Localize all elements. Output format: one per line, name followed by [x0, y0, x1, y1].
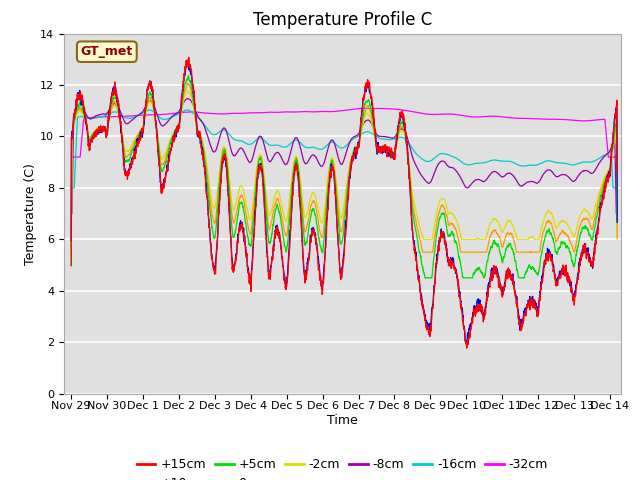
-2cm [314, 205, 322, 211]
+15cm [463, 345, 470, 351]
-2cm [74, 110, 81, 116]
+10cm [463, 341, 470, 347]
+10cm [183, 58, 191, 63]
+15cm [185, 54, 193, 60]
+10cm [67, 238, 75, 244]
-32cm [74, 154, 81, 160]
-32cm [613, 154, 621, 160]
0cm [241, 207, 249, 213]
X-axis label: Time: Time [327, 414, 358, 427]
-2cm [241, 197, 249, 203]
-16cm [74, 117, 81, 123]
-8cm [184, 96, 191, 102]
-32cm [241, 110, 249, 116]
-16cm [613, 185, 621, 191]
-8cm [582, 168, 589, 173]
+5cm [613, 219, 621, 225]
-2cm [582, 207, 589, 213]
-32cm [134, 112, 142, 118]
-8cm [134, 112, 142, 118]
+15cm [108, 91, 116, 97]
-16cm [241, 140, 249, 146]
+5cm [134, 135, 142, 141]
+5cm [421, 275, 429, 281]
Line: +15cm: +15cm [71, 57, 617, 348]
+10cm [582, 247, 589, 252]
Line: -16cm: -16cm [71, 110, 617, 188]
+15cm [582, 246, 589, 252]
+5cm [241, 218, 249, 224]
Line: -32cm: -32cm [71, 108, 617, 157]
0cm [74, 108, 81, 114]
-16cm [314, 146, 322, 152]
-32cm [108, 114, 116, 120]
-32cm [67, 154, 75, 160]
-32cm [582, 118, 589, 124]
+10cm [74, 95, 81, 101]
0cm [67, 249, 75, 255]
-8cm [314, 158, 322, 164]
-16cm [582, 159, 589, 165]
0cm [582, 216, 589, 222]
+15cm [134, 139, 142, 144]
-16cm [108, 109, 116, 115]
0cm [134, 132, 142, 138]
Title: Temperature Profile C: Temperature Profile C [253, 11, 432, 29]
-8cm [613, 211, 621, 216]
Text: GT_met: GT_met [81, 45, 133, 58]
-2cm [184, 88, 191, 94]
Line: -8cm: -8cm [71, 99, 617, 214]
Line: -2cm: -2cm [71, 91, 617, 240]
-2cm [134, 131, 142, 137]
-16cm [134, 113, 142, 119]
0cm [314, 215, 322, 221]
-8cm [241, 152, 249, 157]
-8cm [67, 211, 75, 216]
+5cm [74, 103, 81, 108]
+10cm [613, 219, 621, 225]
+10cm [241, 240, 249, 246]
+5cm [67, 263, 75, 268]
+5cm [582, 226, 589, 231]
0cm [184, 81, 191, 86]
+15cm [74, 91, 81, 97]
+15cm [613, 169, 621, 175]
-2cm [67, 237, 75, 242]
-8cm [108, 102, 116, 108]
Line: +5cm: +5cm [71, 76, 617, 278]
0cm [108, 103, 116, 109]
Line: 0cm: 0cm [71, 84, 617, 252]
0cm [613, 235, 621, 240]
+10cm [134, 139, 142, 144]
+15cm [67, 263, 75, 268]
+15cm [314, 259, 322, 265]
-8cm [74, 107, 81, 113]
-2cm [613, 237, 621, 242]
+5cm [314, 229, 322, 235]
+5cm [184, 73, 192, 79]
Y-axis label: Temperature (C): Temperature (C) [24, 163, 37, 264]
-32cm [363, 106, 371, 111]
-32cm [314, 109, 321, 115]
+5cm [108, 100, 116, 106]
Line: +10cm: +10cm [71, 60, 617, 344]
+10cm [314, 254, 322, 260]
+10cm [108, 90, 116, 96]
Legend: +15cm, +10cm, +5cm, 0cm, -2cm, -8cm, -16cm, -32cm: +15cm, +10cm, +5cm, 0cm, -2cm, -8cm, -16… [132, 453, 553, 480]
-16cm [67, 185, 75, 191]
-16cm [183, 107, 191, 113]
-2cm [108, 105, 116, 111]
+15cm [241, 242, 249, 248]
